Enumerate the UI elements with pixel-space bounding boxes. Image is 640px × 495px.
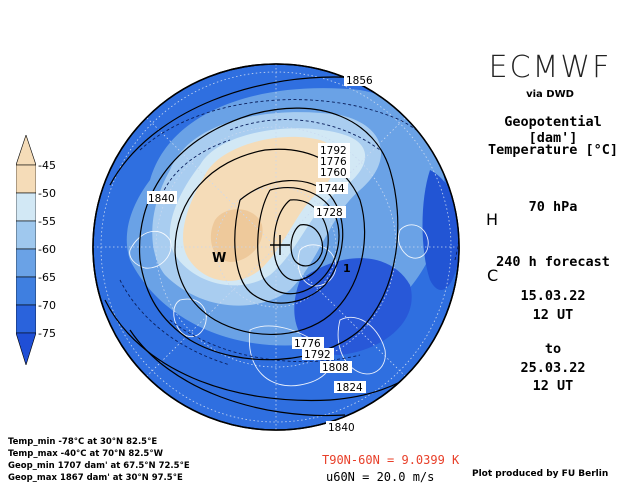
brand-title: ECMWF bbox=[488, 50, 612, 85]
contour-label-1840-west: 1840 bbox=[148, 193, 175, 205]
temp-shade-warm-inner bbox=[210, 209, 263, 262]
contour-label-1808: 1808 bbox=[322, 362, 349, 374]
colorbar-label: -65 bbox=[38, 271, 56, 284]
colorbar-bin-3 bbox=[16, 220, 36, 250]
contour-label-1856: 1856 bbox=[346, 75, 373, 87]
contour-label-1776: 1776 bbox=[320, 156, 347, 168]
contour-label-1744: 1744 bbox=[318, 183, 345, 195]
init-date: 15.03.22 bbox=[520, 288, 586, 304]
colorbar bbox=[16, 135, 36, 365]
temp-shade-deep-east bbox=[422, 170, 459, 290]
valid-date: 25.03.22 bbox=[520, 360, 586, 376]
low-center-marker: 1 bbox=[343, 262, 351, 275]
field-geopotential: Geopotential [dam'] bbox=[504, 114, 602, 146]
valid-time: 12 UT bbox=[532, 378, 574, 394]
contour-label-1840-south: 1840 bbox=[328, 422, 355, 434]
colorbar-bin-2 bbox=[16, 192, 36, 222]
colorbar-label: -50 bbox=[38, 187, 56, 200]
contour-label-1776-south: 1776 bbox=[294, 338, 321, 350]
stat-temp-min: Temp_min -78°C at 30°N 82.5°E bbox=[8, 437, 158, 447]
colorbar-label: -45 bbox=[38, 159, 56, 172]
zonal-wind-60n: u60N = 20.0 m/s bbox=[326, 470, 435, 484]
date-separator: to bbox=[544, 341, 562, 357]
source-label: via DWD bbox=[526, 89, 574, 100]
forecast-lead: 240 h forecast bbox=[496, 254, 610, 270]
colorbar-bin-5 bbox=[16, 276, 36, 306]
temperature-difference: T90N-60N = 9.0399 K bbox=[322, 453, 460, 467]
colorbar-cap-top bbox=[16, 135, 36, 166]
colorbar-label: -55 bbox=[38, 215, 56, 228]
credit-line: Plot produced by FU Berlin bbox=[472, 469, 609, 479]
init-time: 12 UT bbox=[532, 307, 574, 323]
field-temperature: Temperature [°C] bbox=[487, 142, 619, 158]
colorbar-label: -70 bbox=[38, 299, 56, 312]
colorbar-bin-6 bbox=[16, 304, 36, 334]
colorbar-label: -60 bbox=[38, 243, 56, 256]
contour-label-1792: 1792 bbox=[320, 145, 347, 157]
colorbar-bin-1 bbox=[16, 164, 36, 194]
pressure-level: 70 hPa bbox=[528, 199, 578, 215]
high-marker: H bbox=[486, 210, 498, 229]
stat-geop-min: Geop_min 1707 dam' at 67.5°N 72.5°E bbox=[8, 461, 190, 471]
colorbar-label: -75 bbox=[38, 327, 56, 340]
colorbar-bin-4 bbox=[16, 248, 36, 278]
warm-marker: W bbox=[212, 251, 226, 266]
stat-geop-max: Geop_max 1867 dam' at 30°N 97.5°E bbox=[8, 473, 183, 483]
colorbar-cap-bottom bbox=[16, 332, 36, 365]
stat-temp-max: Temp_max -40°C at 70°N 82.5°W bbox=[8, 449, 163, 459]
contour-label-1792-south: 1792 bbox=[304, 349, 331, 361]
c-marker: C bbox=[487, 266, 498, 285]
contour-label-1728: 1728 bbox=[316, 207, 343, 219]
contour-label-1824: 1824 bbox=[336, 382, 363, 394]
contour-label-1760: 1760 bbox=[320, 167, 347, 179]
temp-shade-deep bbox=[294, 258, 412, 355]
